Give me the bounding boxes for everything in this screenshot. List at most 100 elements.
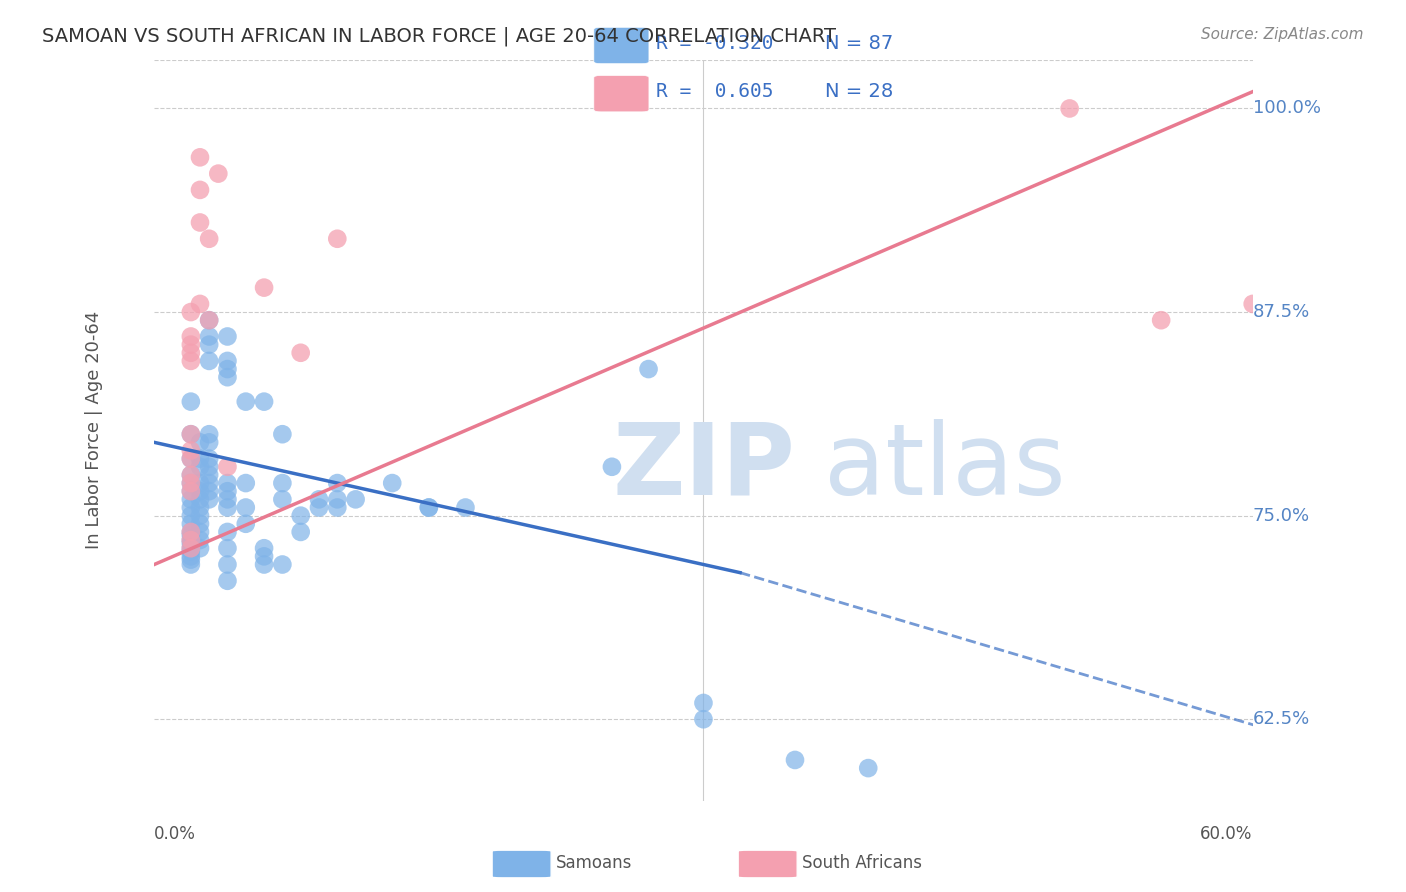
- Point: [858, 761, 880, 775]
- Point: [188, 508, 211, 523]
- Point: [188, 435, 211, 450]
- Point: [180, 305, 202, 319]
- Point: [271, 492, 294, 507]
- Point: [180, 467, 202, 482]
- Text: South Africans: South Africans: [801, 854, 922, 872]
- Point: [418, 500, 440, 515]
- Text: ZIP: ZIP: [612, 418, 794, 516]
- FancyBboxPatch shape: [492, 850, 551, 878]
- Point: [180, 558, 202, 572]
- Point: [235, 500, 257, 515]
- Point: [198, 451, 221, 466]
- Point: [217, 500, 239, 515]
- Point: [188, 524, 211, 539]
- Point: [180, 427, 202, 442]
- Point: [198, 313, 221, 327]
- Point: [198, 329, 221, 343]
- Point: [308, 500, 330, 515]
- Point: [188, 492, 211, 507]
- Point: [290, 524, 312, 539]
- Point: [180, 345, 202, 359]
- Point: [180, 552, 202, 566]
- Text: Source: ZipAtlas.com: Source: ZipAtlas.com: [1201, 27, 1364, 42]
- Point: [1241, 297, 1264, 311]
- Point: [783, 753, 806, 767]
- Point: [326, 500, 349, 515]
- Point: [188, 500, 211, 515]
- Point: [692, 696, 714, 710]
- Text: R =  0.605: R = 0.605: [655, 82, 773, 101]
- Point: [180, 467, 202, 482]
- Point: [180, 329, 202, 343]
- Point: [217, 476, 239, 491]
- Point: [188, 183, 211, 197]
- Point: [198, 313, 221, 327]
- Point: [198, 337, 221, 351]
- Text: SAMOAN VS SOUTH AFRICAN IN LABOR FORCE | AGE 20-64 CORRELATION CHART: SAMOAN VS SOUTH AFRICAN IN LABOR FORCE |…: [42, 27, 837, 46]
- FancyBboxPatch shape: [593, 28, 650, 63]
- Point: [290, 345, 312, 359]
- Point: [180, 443, 202, 458]
- Point: [198, 492, 221, 507]
- Point: [217, 459, 239, 474]
- Point: [198, 467, 221, 482]
- Point: [180, 524, 202, 539]
- Point: [198, 484, 221, 499]
- Point: [207, 167, 229, 181]
- FancyBboxPatch shape: [593, 76, 650, 112]
- Point: [180, 541, 202, 556]
- Point: [180, 500, 202, 515]
- Point: [217, 354, 239, 368]
- Point: [188, 484, 211, 499]
- Point: [600, 459, 623, 474]
- Point: [180, 549, 202, 564]
- Text: 87.5%: 87.5%: [1253, 303, 1310, 321]
- Point: [344, 492, 367, 507]
- Point: [180, 394, 202, 409]
- Point: [271, 558, 294, 572]
- Point: [180, 508, 202, 523]
- Point: [217, 484, 239, 499]
- Point: [271, 476, 294, 491]
- FancyBboxPatch shape: [738, 850, 797, 878]
- Point: [198, 427, 221, 442]
- Point: [188, 215, 211, 229]
- Point: [217, 524, 239, 539]
- Point: [253, 558, 276, 572]
- Point: [692, 712, 714, 726]
- Point: [235, 516, 257, 531]
- Text: N = 28: N = 28: [824, 82, 893, 101]
- Point: [235, 394, 257, 409]
- Point: [217, 574, 239, 588]
- Point: [188, 451, 211, 466]
- Text: 0.0%: 0.0%: [155, 825, 195, 843]
- Point: [326, 232, 349, 246]
- Point: [271, 427, 294, 442]
- Point: [1150, 313, 1173, 327]
- Point: [188, 476, 211, 491]
- Point: [180, 524, 202, 539]
- Text: 60.0%: 60.0%: [1201, 825, 1253, 843]
- Point: [180, 533, 202, 547]
- Point: [253, 280, 276, 294]
- Point: [253, 541, 276, 556]
- Point: [637, 362, 659, 376]
- Point: [308, 492, 330, 507]
- Point: [198, 232, 221, 246]
- Point: [180, 541, 202, 556]
- Point: [418, 500, 440, 515]
- Point: [326, 476, 349, 491]
- Point: [381, 476, 404, 491]
- Point: [454, 500, 477, 515]
- Point: [188, 533, 211, 547]
- Point: [1059, 102, 1081, 116]
- Point: [253, 394, 276, 409]
- Point: [198, 354, 221, 368]
- Point: [217, 492, 239, 507]
- Point: [180, 337, 202, 351]
- Point: [180, 536, 202, 550]
- Text: In Labor Force | Age 20-64: In Labor Force | Age 20-64: [84, 311, 103, 549]
- Point: [198, 435, 221, 450]
- Point: [180, 528, 202, 542]
- Point: [180, 492, 202, 507]
